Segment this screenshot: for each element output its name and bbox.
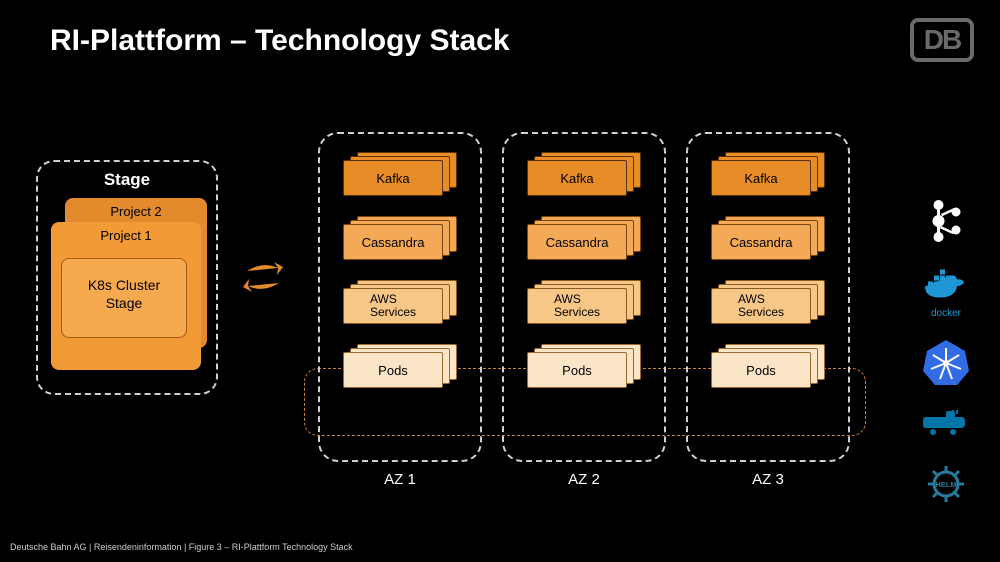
footer-caption: Deutsche Bahn AG | Reisendeninformation … [10, 542, 353, 552]
az-3-label: AZ 3 [688, 471, 848, 488]
stage-title: Stage [38, 170, 216, 190]
pods-card: Pods [343, 352, 443, 388]
aws-stack-az3: AWSServices [711, 280, 825, 322]
kubernetes-logo-icon [921, 337, 971, 387]
pods-stack-az2: Pods [527, 344, 641, 386]
stage-container: Stage Project 2 Project 1 K8s ClusterSta… [36, 160, 218, 395]
docker-logo-caption: docker [931, 308, 961, 319]
aws-stack-az2: AWSServices [527, 280, 641, 322]
pods-stack-az3: Pods [711, 344, 825, 386]
k8s-cluster-card: K8s ClusterStage [61, 258, 187, 338]
az-column-3: Kafka Cassandra AWSServices Pods AZ 3 [686, 132, 850, 462]
cassandra-stack-az2: Cassandra [527, 216, 641, 258]
rancher-logo-icon [921, 405, 971, 441]
aws-card: AWSServices [343, 288, 443, 324]
aws-stack-az1: AWSServices [343, 280, 457, 322]
docker-logo-icon [921, 264, 971, 304]
helm-logo-icon: HELM [921, 459, 971, 509]
kafka-card: Kafka [527, 160, 627, 196]
technology-logos-column: docker [918, 196, 974, 509]
kafka-logo-icon [921, 196, 971, 246]
az-column-2: Kafka Cassandra AWSServices Pods AZ 2 [502, 132, 666, 462]
cassandra-stack-az3: Cassandra [711, 216, 825, 258]
stage-project-stack: Project 2 Project 1 K8s ClusterStage [47, 198, 207, 368]
sync-arrows-icon [238, 252, 288, 302]
aws-card: AWSServices [711, 288, 811, 324]
pods-card: Pods [711, 352, 811, 388]
kafka-card: Kafka [343, 160, 443, 196]
az-column-1: Kafka Cassandra AWSServices Pods AZ 1 [318, 132, 482, 462]
pods-card: Pods [527, 352, 627, 388]
cassandra-card: Cassandra [343, 224, 443, 260]
page-title: RI-Plattform – Technology Stack [50, 24, 510, 58]
helm-logo-text: HELM [935, 480, 956, 489]
kafka-stack-az1: Kafka [343, 152, 457, 194]
pods-stack-az1: Pods [343, 344, 457, 386]
kafka-stack-az3: Kafka [711, 152, 825, 194]
kafka-card: Kafka [711, 160, 811, 196]
aws-card: AWSServices [527, 288, 627, 324]
az-2-label: AZ 2 [504, 471, 664, 488]
cassandra-stack-az1: Cassandra [343, 216, 457, 258]
cassandra-card: Cassandra [527, 224, 627, 260]
cassandra-card: Cassandra [711, 224, 811, 260]
kafka-stack-az2: Kafka [527, 152, 641, 194]
k8s-cluster-label: K8s ClusterStage [88, 277, 160, 311]
db-logo: DB [910, 18, 974, 62]
az-1-label: AZ 1 [320, 471, 480, 488]
